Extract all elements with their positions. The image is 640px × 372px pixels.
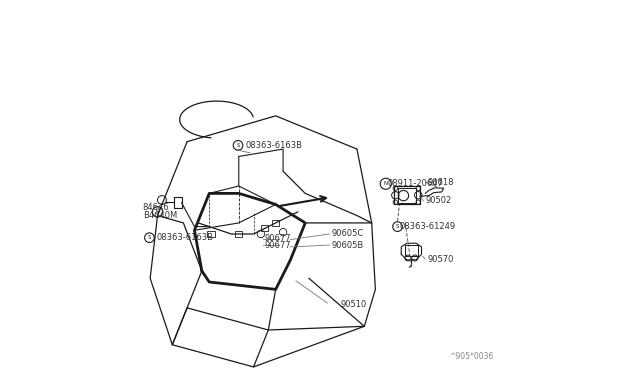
Text: 84646: 84646 <box>143 203 170 212</box>
Text: 08363-6163B: 08363-6163B <box>245 141 303 150</box>
Bar <box>207 231 215 237</box>
Text: B4640M: B4640M <box>143 211 177 220</box>
Text: ^905*0036: ^905*0036 <box>449 352 493 361</box>
Bar <box>235 231 243 237</box>
Text: 90677: 90677 <box>264 241 291 250</box>
Text: 90570: 90570 <box>427 254 454 264</box>
Text: 90605B: 90605B <box>331 241 364 250</box>
Text: S: S <box>148 235 151 240</box>
Text: S: S <box>396 224 399 229</box>
Text: 90502: 90502 <box>425 196 451 205</box>
Text: 08363-6163B: 08363-6163B <box>157 233 214 242</box>
Text: S: S <box>236 143 240 148</box>
Bar <box>272 220 280 226</box>
Text: N: N <box>383 181 388 186</box>
Bar <box>261 225 268 231</box>
Text: 90677: 90677 <box>264 234 291 243</box>
Text: 90618: 90618 <box>427 178 454 187</box>
Text: 90605C: 90605C <box>331 230 364 238</box>
Text: 08363-61249: 08363-61249 <box>400 222 456 231</box>
Text: 90510: 90510 <box>340 300 367 309</box>
Text: S: S <box>156 209 159 214</box>
Text: 08911-20647: 08911-20647 <box>388 179 444 188</box>
